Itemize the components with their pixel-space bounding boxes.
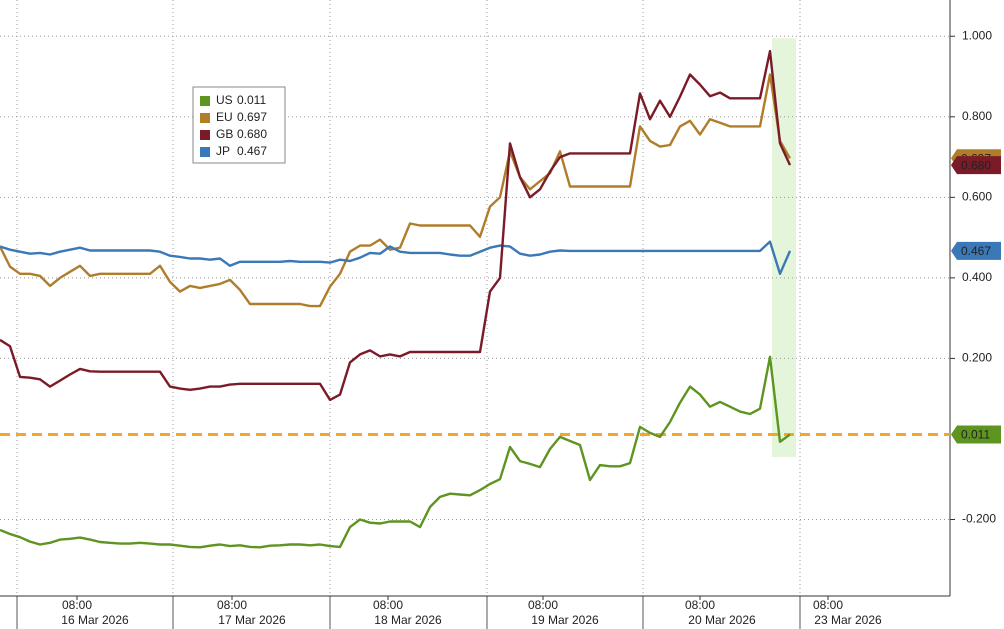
- legend-swatch: [200, 130, 210, 140]
- value-tag-label: 0.467: [961, 244, 991, 258]
- legend-swatch: [200, 113, 210, 123]
- x-date-label: 19 Mar 2026: [531, 613, 599, 627]
- x-tick-label: 08:00: [528, 598, 558, 612]
- x-date-label: 18 Mar 2026: [374, 613, 442, 627]
- legend-swatch: [200, 147, 210, 157]
- x-tick-label: 08:00: [62, 598, 92, 612]
- series-line: [0, 355, 791, 549]
- y-tick-label: 0.200: [962, 351, 992, 365]
- series-line: [0, 73, 792, 308]
- y-tick-label: 0.400: [962, 270, 992, 284]
- legend-value: 0.011: [237, 93, 266, 107]
- x-tick-label: 08:00: [373, 598, 403, 612]
- x-date-label: 23 Mar 2026: [814, 613, 882, 627]
- legend-value: 0.680: [237, 127, 267, 141]
- y-tick-label: -0.200: [962, 512, 996, 526]
- series-line: [0, 240, 792, 275]
- legend-name: US: [216, 93, 233, 107]
- x-tick-label: 08:00: [813, 598, 843, 612]
- value-tag: [951, 156, 1001, 175]
- legend-name: GB: [216, 127, 233, 141]
- legend-name: EU: [216, 110, 233, 124]
- legend-name: JP: [216, 144, 230, 158]
- legend-swatch: [200, 96, 210, 106]
- value-tag: [951, 425, 1001, 444]
- value-tag: [951, 241, 1001, 260]
- legend-value: 0.697: [237, 110, 267, 124]
- x-date-label: 17 Mar 2026: [218, 613, 286, 627]
- x-date-label: 20 Mar 2026: [688, 613, 756, 627]
- series-line: [0, 49, 792, 402]
- x-tick-label: 08:00: [685, 598, 715, 612]
- x-date-label: 16 Mar 2026: [61, 613, 129, 627]
- x-tick-label: 08:00: [217, 598, 247, 612]
- y-tick-label: 1.000: [962, 28, 992, 42]
- y-tick-label: 0.600: [962, 189, 992, 203]
- y-tick-label: 0.800: [962, 109, 992, 123]
- value-tag-label: 0.011: [961, 428, 990, 442]
- legend-value: 0.467: [237, 144, 267, 158]
- value-tag-label: 0.680: [961, 158, 991, 172]
